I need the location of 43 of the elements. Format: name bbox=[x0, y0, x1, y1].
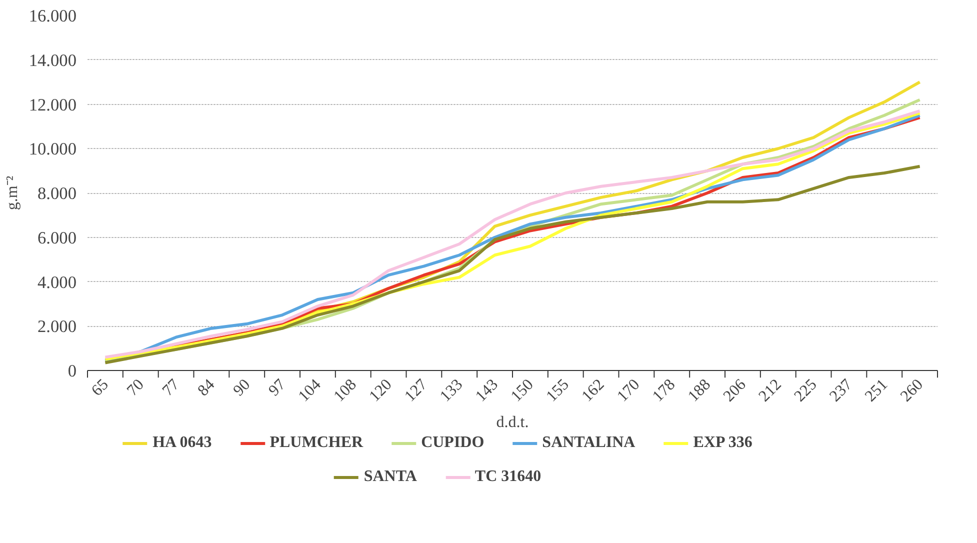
x-tick-label: 237 bbox=[826, 376, 856, 406]
y-tick-label: 14.000 bbox=[28, 50, 77, 70]
y-tick-label: 0 bbox=[68, 362, 77, 380]
x-tick-label: 97 bbox=[266, 376, 290, 400]
x-tick-label: 260 bbox=[898, 376, 927, 406]
legend-label: EXP 336 bbox=[693, 434, 752, 452]
legend-label: TC 31640 bbox=[474, 468, 542, 486]
line-series bbox=[104, 164, 922, 364]
y-tick-label: 8.000 bbox=[38, 184, 77, 203]
x-tick-label: 170 bbox=[614, 376, 644, 406]
x-tick-label: 251 bbox=[862, 376, 892, 406]
x-tick-label: 225 bbox=[791, 376, 820, 406]
y-tick-label: 16.000 bbox=[28, 6, 77, 26]
x-tick-label: 178 bbox=[650, 376, 679, 406]
x-tick-label: 188 bbox=[685, 376, 714, 406]
x-tick-label: 127 bbox=[402, 376, 431, 406]
x-tick-label: 206 bbox=[720, 376, 750, 406]
legend-label: SANTALINA bbox=[542, 434, 636, 452]
y-tick-label: 6.000 bbox=[38, 228, 77, 248]
x-tick-label: 104 bbox=[295, 376, 324, 406]
x-tick-label: 162 bbox=[578, 376, 608, 406]
x-tick-label: 143 bbox=[472, 376, 502, 406]
x-tick-label: 133 bbox=[437, 376, 466, 406]
x-tick-label: 77 bbox=[159, 376, 183, 400]
x-tick-label: 120 bbox=[366, 376, 396, 406]
x-axis-title: d.d.t. bbox=[496, 414, 529, 432]
legend-label: SANTA bbox=[364, 468, 417, 486]
x-tick-label: 108 bbox=[330, 376, 360, 406]
x-tick-label: 90 bbox=[230, 376, 254, 400]
x-tick-label: 212 bbox=[756, 376, 785, 406]
y-tick-label: 2.000 bbox=[38, 317, 77, 336]
y-axis-title: g.m⁻² bbox=[4, 176, 21, 210]
y-tick-label: 12.000 bbox=[28, 95, 77, 114]
x-tick-label: 65 bbox=[88, 376, 112, 400]
legend-label: PLUMCHER bbox=[270, 434, 364, 452]
x-tick-label: 84 bbox=[194, 376, 218, 400]
x-tick-label: 70 bbox=[124, 376, 148, 400]
legend-label: HA 0643 bbox=[152, 434, 212, 452]
y-tick-label: 10.000 bbox=[28, 140, 77, 159]
y-tick-label: 4.000 bbox=[38, 272, 77, 292]
x-tick-label: 150 bbox=[508, 376, 537, 406]
x-tick-label: 155 bbox=[543, 376, 572, 406]
legend-label: CUPIDO bbox=[421, 434, 484, 452]
